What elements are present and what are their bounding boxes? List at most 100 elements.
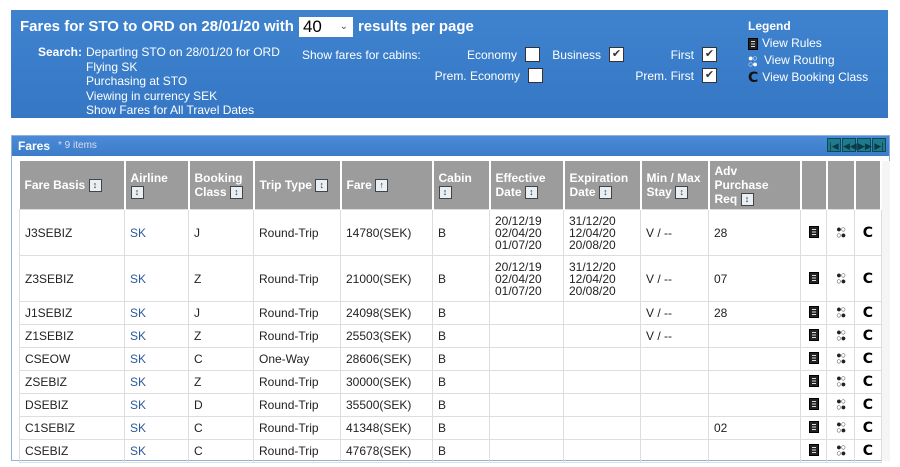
rules-icon[interactable] bbox=[808, 352, 819, 365]
results-per-page-select[interactable]: 40 ⌄ bbox=[298, 17, 353, 37]
sort-icon[interactable]: ↕ bbox=[315, 179, 329, 193]
view-routing-cell[interactable]: ●○ ○● bbox=[826, 209, 856, 257]
view-rules-cell[interactable] bbox=[799, 255, 828, 303]
rules-icon[interactable] bbox=[808, 329, 819, 342]
sort-icon[interactable]: ↕ bbox=[229, 186, 243, 200]
cell-text: DSEBIZ bbox=[25, 398, 69, 413]
booking-class-icon[interactable]: C bbox=[862, 374, 874, 391]
column-header[interactable]: Min / Max Stay ↕ bbox=[640, 161, 710, 210]
sort-icon[interactable]: ↕ bbox=[524, 186, 538, 200]
first-page-button[interactable]: |◀ bbox=[827, 138, 841, 152]
view-routing-cell[interactable]: ●○ ○● bbox=[826, 324, 856, 349]
booking-class-icon[interactable]: C bbox=[862, 270, 874, 287]
airline-link[interactable]: SK bbox=[130, 421, 147, 436]
sort-icon[interactable]: ↕ bbox=[675, 186, 689, 200]
routing-icon[interactable]: ●○ ○● bbox=[836, 304, 846, 321]
view-booking-class-cell[interactable]: C bbox=[854, 393, 882, 418]
rules-icon[interactable] bbox=[808, 398, 819, 411]
airline-link[interactable]: SK bbox=[130, 398, 147, 413]
sort-icon[interactable]: ↕ bbox=[130, 186, 144, 200]
view-routing-cell[interactable]: ●○ ○● bbox=[826, 393, 856, 418]
routing-icon[interactable]: ●○ ○● bbox=[836, 269, 846, 286]
column-header[interactable]: Effective Date ↕ bbox=[489, 161, 565, 210]
column-header[interactable]: Adv Purchase Req ↕ bbox=[708, 161, 802, 210]
booking-class-icon[interactable]: C bbox=[862, 224, 874, 241]
column-header[interactable]: Trip Type ↕ bbox=[253, 161, 342, 210]
view-routing-cell[interactable]: ●○ ○● bbox=[826, 370, 856, 395]
routing-icon[interactable]: ●○ ○● bbox=[836, 350, 846, 367]
rules-icon[interactable] bbox=[808, 306, 819, 319]
airline-link[interactable]: SK bbox=[130, 375, 147, 390]
sort-asc-icon[interactable]: ↑ bbox=[375, 179, 389, 193]
view-booking-class-cell[interactable]: C bbox=[854, 255, 882, 303]
rules-icon[interactable] bbox=[808, 225, 819, 238]
view-routing-cell[interactable]: ●○ ○● bbox=[826, 439, 856, 464]
booking-class-icon[interactable]: C bbox=[862, 443, 874, 460]
booking-class-icon[interactable]: C bbox=[862, 305, 874, 322]
view-rules-cell[interactable] bbox=[799, 209, 828, 257]
airline-link[interactable]: SK bbox=[130, 225, 147, 240]
sort-icon[interactable]: ↕ bbox=[88, 179, 102, 193]
view-rules-cell[interactable] bbox=[799, 347, 828, 372]
routing-icon[interactable]: ●○ ○● bbox=[836, 373, 846, 390]
view-booking-class-cell[interactable]: C bbox=[854, 347, 882, 372]
column-header[interactable]: Fare Basis ↕ bbox=[19, 161, 126, 210]
cabin-checkbox[interactable] bbox=[525, 47, 540, 62]
view-rules-cell[interactable] bbox=[799, 301, 828, 326]
prev-page-button[interactable]: ◀◀ bbox=[842, 138, 857, 152]
routing-icon[interactable]: ●○ ○● bbox=[836, 327, 846, 344]
view-routing-cell[interactable]: ●○ ○● bbox=[826, 347, 856, 372]
view-rules-cell[interactable] bbox=[799, 416, 828, 441]
booking-class-icon[interactable]: C bbox=[862, 420, 874, 437]
cabin-checkbox[interactable]: ✔ bbox=[702, 68, 717, 83]
column-header[interactable]: Expiration Date ↕ bbox=[563, 161, 642, 210]
cell-text: 31/12/20 12/04/20 20/08/20 bbox=[569, 259, 616, 298]
cabin-checkbox[interactable]: ✔ bbox=[609, 47, 624, 62]
rules-icon[interactable] bbox=[808, 444, 819, 457]
scrollbar[interactable] bbox=[882, 161, 890, 461]
view-rules-cell[interactable] bbox=[799, 324, 828, 349]
airline-link[interactable]: SK bbox=[130, 271, 147, 286]
cabin-checkbox[interactable]: ✔ bbox=[702, 47, 717, 62]
view-routing-cell[interactable]: ●○ ○● bbox=[826, 416, 856, 441]
rules-icon[interactable] bbox=[808, 375, 819, 388]
next-page-button[interactable]: ▶▶ bbox=[857, 138, 872, 152]
airline-link[interactable]: SK bbox=[130, 329, 147, 344]
column-header[interactable]: Airline ↕ bbox=[124, 161, 190, 210]
airline-link[interactable]: SK bbox=[130, 352, 147, 367]
airline-link[interactable]: SK bbox=[130, 306, 147, 321]
column-header[interactable]: Booking Class ↕ bbox=[188, 161, 255, 210]
cabin-checkbox[interactable] bbox=[528, 68, 543, 83]
sort-icon[interactable]: ↕ bbox=[740, 193, 754, 207]
column-header[interactable]: Cabin ↕ bbox=[432, 161, 491, 210]
cell: SK bbox=[124, 255, 189, 303]
view-rules-cell[interactable] bbox=[799, 393, 828, 418]
view-rules-cell[interactable] bbox=[799, 370, 828, 395]
routing-icon[interactable]: ●○ ○● bbox=[836, 396, 846, 413]
airline-link[interactable]: SK bbox=[130, 444, 147, 459]
routing-icon[interactable]: ●○ ○● bbox=[836, 223, 846, 240]
view-booking-class-cell[interactable]: C bbox=[854, 439, 882, 464]
booking-class-icon[interactable]: C bbox=[862, 351, 874, 368]
rules-icon[interactable] bbox=[808, 271, 819, 284]
routing-icon[interactable]: ●○ ○● bbox=[836, 419, 846, 436]
rules-icon[interactable] bbox=[808, 421, 819, 434]
view-routing-cell[interactable]: ●○ ○● bbox=[826, 301, 856, 326]
sort-icon[interactable]: ↕ bbox=[598, 186, 612, 200]
view-booking-class-cell[interactable]: C bbox=[854, 301, 882, 326]
view-rules-cell[interactable] bbox=[799, 439, 828, 464]
last-page-button[interactable]: ▶| bbox=[872, 138, 886, 152]
cell: CSEBIZ bbox=[19, 439, 125, 464]
view-routing-cell[interactable]: ●○ ○● bbox=[826, 255, 856, 303]
column-header[interactable]: Fare ↑ bbox=[340, 161, 434, 210]
view-booking-class-cell[interactable]: C bbox=[854, 324, 882, 349]
cell: B bbox=[432, 209, 490, 257]
booking-class-icon[interactable]: C bbox=[862, 328, 874, 345]
view-booking-class-cell[interactable]: C bbox=[854, 416, 882, 441]
view-booking-class-cell[interactable]: C bbox=[854, 370, 882, 395]
view-booking-class-cell[interactable]: C bbox=[854, 209, 882, 257]
cell: Z bbox=[188, 324, 254, 349]
routing-icon[interactable]: ●○ ○● bbox=[836, 442, 846, 459]
booking-class-icon[interactable]: C bbox=[862, 397, 874, 414]
sort-icon[interactable]: ↕ bbox=[438, 186, 452, 200]
